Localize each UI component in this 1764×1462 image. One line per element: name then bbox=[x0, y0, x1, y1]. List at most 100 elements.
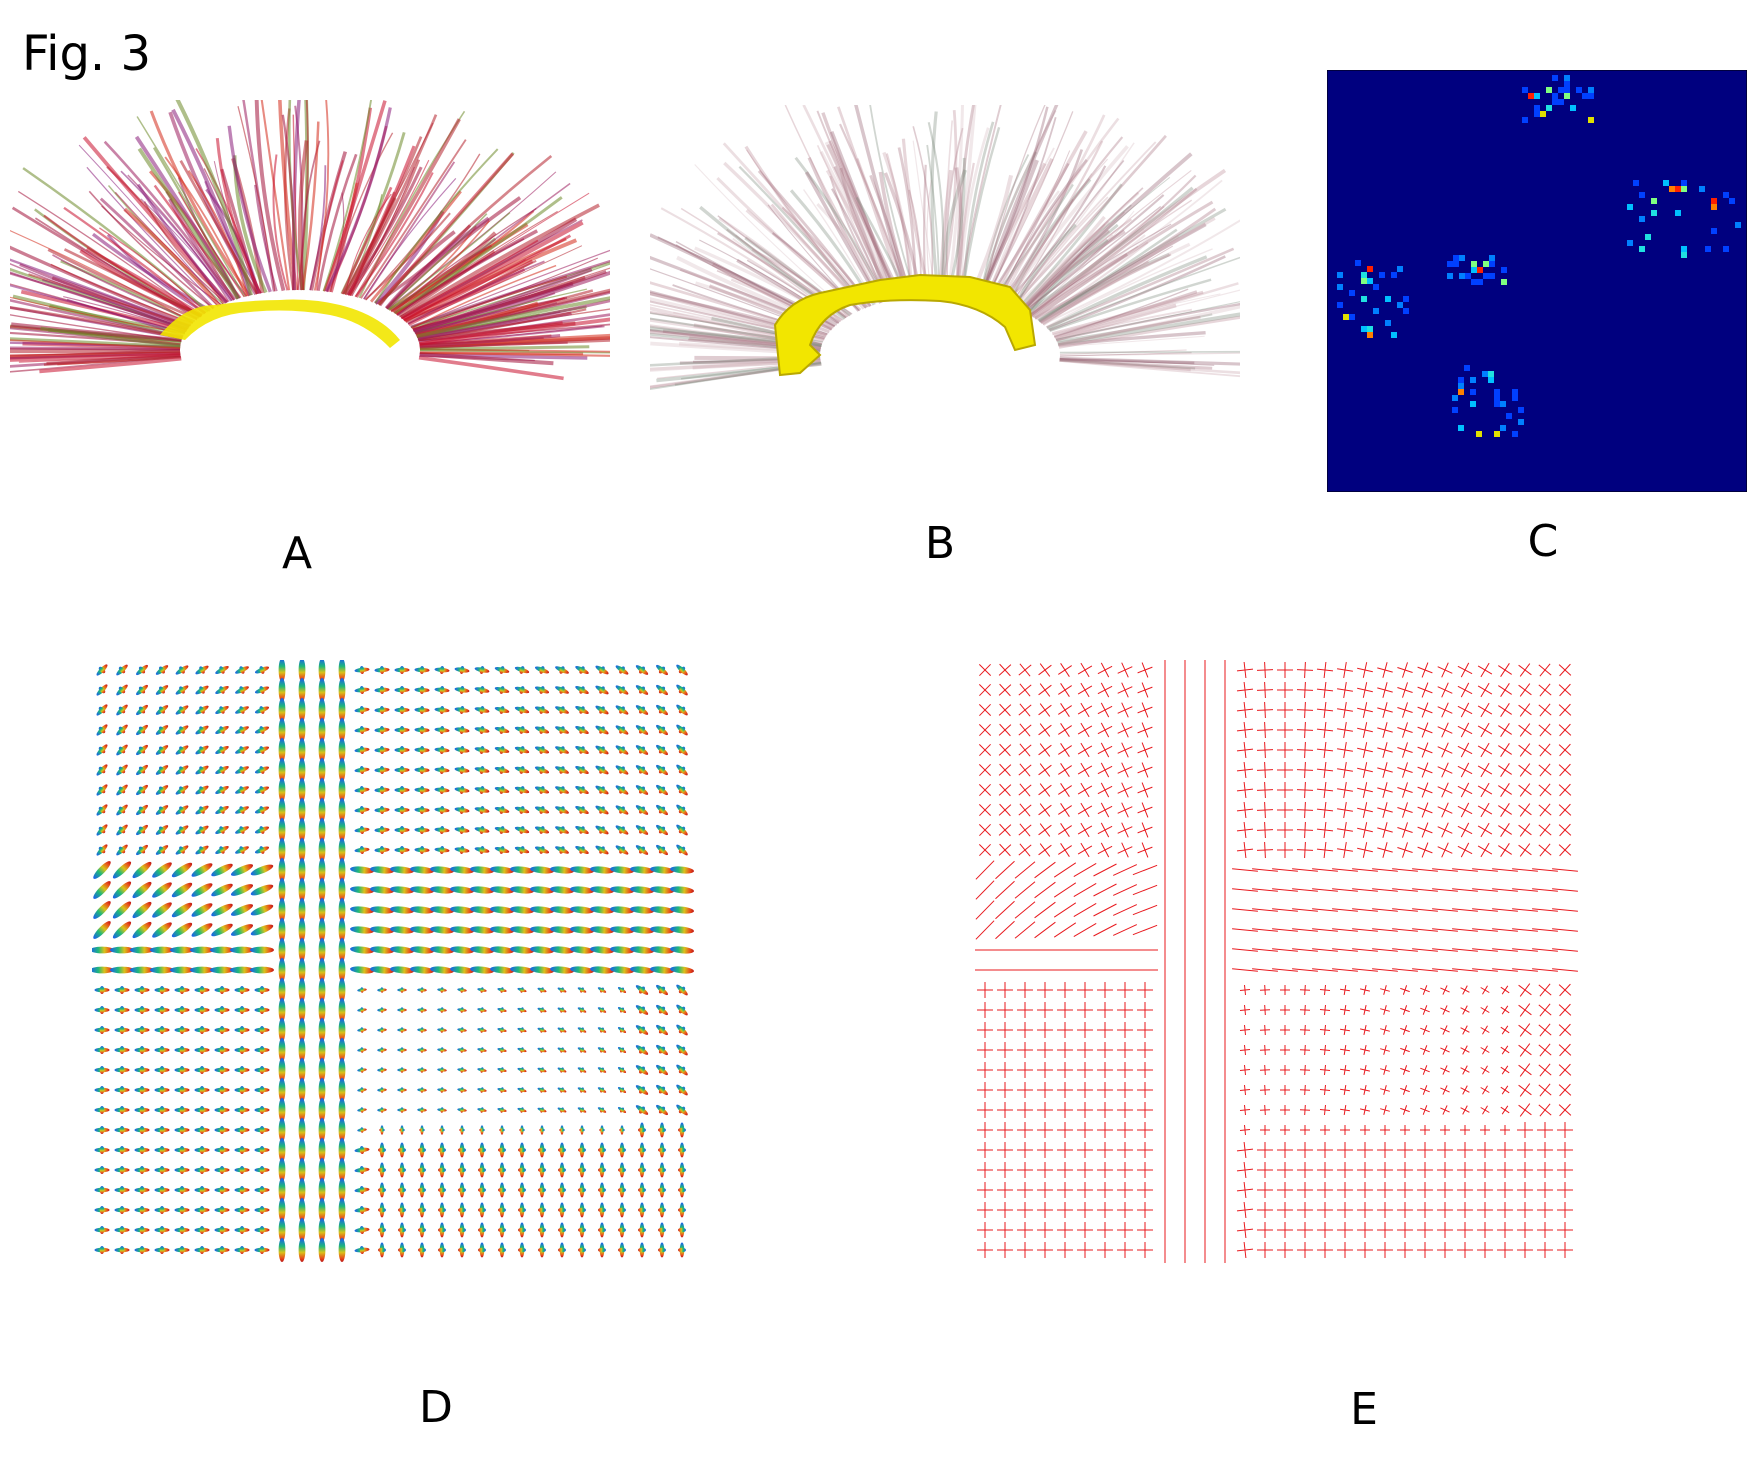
fod-glyph bbox=[618, 1147, 626, 1153]
fod-glyph bbox=[499, 806, 505, 814]
fod-glyph bbox=[119, 1246, 125, 1254]
fod-glyph bbox=[478, 1207, 486, 1213]
fod-glyph bbox=[600, 987, 604, 993]
peak-line bbox=[1243, 841, 1247, 859]
fod-glyph bbox=[610, 926, 634, 934]
peak-line bbox=[1472, 968, 1498, 972]
fiber-streamline bbox=[1042, 245, 1174, 325]
peak-line bbox=[1039, 743, 1051, 757]
peak-line bbox=[1264, 1024, 1266, 1036]
fiber-streamline bbox=[341, 186, 393, 295]
fod-glyph bbox=[630, 906, 654, 914]
fod-glyph bbox=[580, 1067, 584, 1073]
fod-glyph bbox=[410, 906, 434, 914]
peak-line bbox=[999, 683, 1011, 697]
fod-glyph bbox=[419, 846, 425, 854]
matrix-cell bbox=[1501, 279, 1507, 285]
peak-line bbox=[1073, 902, 1097, 918]
fod-glyph bbox=[518, 1227, 526, 1233]
peak-line bbox=[1452, 948, 1478, 952]
fod-glyph bbox=[470, 946, 494, 954]
peak-line bbox=[1382, 822, 1388, 838]
fod-glyph bbox=[559, 666, 565, 674]
fod-glyph bbox=[259, 786, 265, 794]
peak-line bbox=[1559, 803, 1571, 817]
fod-glyph bbox=[230, 924, 254, 936]
fod-glyph bbox=[460, 1007, 464, 1013]
fiber-streamline bbox=[1019, 204, 1132, 311]
peak-line bbox=[1392, 928, 1418, 932]
fiber-streamline bbox=[927, 122, 945, 296]
matrix-cell bbox=[1558, 99, 1564, 105]
fod-glyph bbox=[298, 918, 306, 942]
peak-line bbox=[1559, 1023, 1571, 1037]
peak-line bbox=[1462, 1105, 1468, 1115]
peak-line bbox=[1462, 985, 1468, 995]
peak-line bbox=[1272, 888, 1298, 892]
fiber-streamline bbox=[384, 216, 490, 310]
peak-line bbox=[995, 880, 1015, 900]
matrix-cell bbox=[1397, 266, 1403, 272]
fod-glyph bbox=[420, 1107, 424, 1113]
fod-glyph bbox=[219, 986, 225, 994]
fod-glyph bbox=[600, 1027, 604, 1033]
peak-line bbox=[1402, 682, 1408, 698]
fod-glyph bbox=[318, 878, 326, 902]
fod-glyph bbox=[338, 1198, 346, 1222]
peak-line bbox=[1243, 681, 1247, 699]
fod-glyph bbox=[158, 846, 166, 854]
fiber-streamline bbox=[1019, 215, 1106, 312]
matrix-cell bbox=[1397, 302, 1403, 308]
fiber-streamline bbox=[1028, 234, 1114, 316]
fod-glyph bbox=[460, 1047, 464, 1053]
fod-glyph bbox=[579, 726, 585, 734]
fod-glyph bbox=[191, 923, 213, 937]
peak-line bbox=[1539, 843, 1551, 857]
fiber-streamline bbox=[1036, 241, 1149, 321]
fod-glyph bbox=[590, 906, 614, 914]
fod-glyph bbox=[450, 886, 474, 894]
fod-glyph bbox=[259, 986, 265, 994]
fod-glyph bbox=[318, 858, 326, 882]
fod-glyph bbox=[658, 1086, 666, 1094]
fod-glyph bbox=[158, 826, 166, 834]
fod-glyph bbox=[219, 766, 225, 774]
fiber-streamline bbox=[187, 170, 249, 297]
matrix-cell bbox=[1512, 395, 1518, 401]
fod-glyph bbox=[278, 1038, 286, 1062]
peak-line bbox=[1392, 968, 1418, 972]
fod-glyph bbox=[190, 946, 214, 954]
fiber-streamline bbox=[1040, 260, 1150, 325]
peak-line bbox=[1402, 762, 1408, 778]
fod-glyph bbox=[219, 1126, 225, 1134]
fod-glyph bbox=[239, 686, 245, 694]
fod-glyph bbox=[132, 921, 152, 939]
fod-glyph bbox=[138, 726, 146, 734]
fod-glyph bbox=[678, 786, 686, 794]
fod-glyph bbox=[298, 778, 306, 802]
peak-line bbox=[1402, 1005, 1408, 1015]
fod-glyph bbox=[380, 987, 384, 993]
fiber-streamline bbox=[1059, 352, 1240, 357]
peak-line bbox=[1244, 1044, 1246, 1056]
fod-glyph bbox=[439, 686, 445, 694]
fod-glyph bbox=[338, 678, 346, 702]
fod-glyph bbox=[338, 1138, 346, 1162]
peak-line bbox=[1412, 948, 1438, 952]
peak-line bbox=[1382, 662, 1388, 678]
fiber-streamline bbox=[88, 190, 214, 310]
peak-line bbox=[1343, 1065, 1347, 1075]
fod-glyph bbox=[318, 978, 326, 1002]
fod-glyph bbox=[398, 1227, 406, 1233]
fod-glyph bbox=[278, 698, 286, 722]
matrix-cell bbox=[1552, 93, 1558, 99]
fod-glyph bbox=[510, 886, 534, 894]
peak-line bbox=[1014, 861, 1036, 879]
peak-line bbox=[1362, 802, 1368, 818]
fod-glyph bbox=[499, 706, 505, 714]
fod-glyph bbox=[139, 1186, 145, 1194]
matrix-cell bbox=[1500, 425, 1506, 431]
matrix-cell bbox=[1546, 87, 1552, 93]
peak-line bbox=[1539, 1003, 1551, 1017]
peak-line bbox=[1363, 1024, 1367, 1036]
